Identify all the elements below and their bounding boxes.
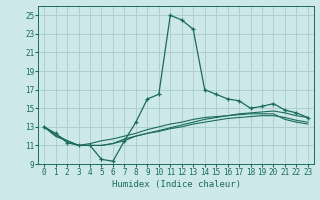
X-axis label: Humidex (Indice chaleur): Humidex (Indice chaleur) — [111, 180, 241, 189]
